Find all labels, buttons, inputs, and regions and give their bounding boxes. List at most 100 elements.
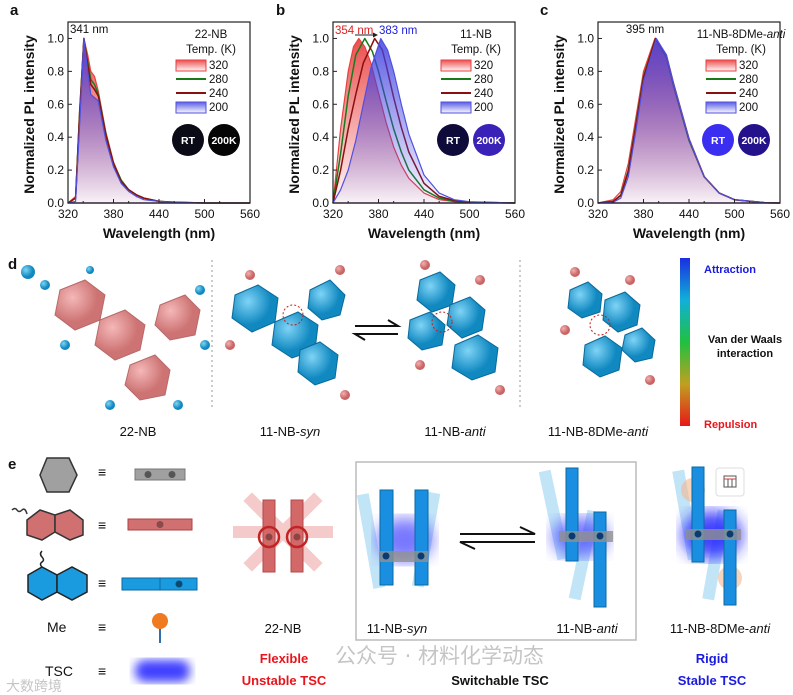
- x-tick-label: 320: [323, 207, 343, 221]
- legend-name: 11-NB-8DMe-: [697, 29, 767, 41]
- equilibrium-arrows-icon: [459, 526, 536, 550]
- watermark-right: 公众号 · 材料化学动态: [335, 644, 545, 668]
- molecule-22-nb: [21, 265, 210, 410]
- legend-temp-title: Temp. (K): [716, 44, 766, 56]
- caption-text: 22-NB: [264, 621, 302, 636]
- stable-tsc-label: Stable TSC: [677, 673, 747, 688]
- label-text: 22-NB: [119, 424, 157, 439]
- chart-11-nb: 320 380 440 500 560 0.0 0.2 0.4 0.6 0.8 1.0 Wavelen…: [286, 21, 525, 241]
- table-scan-icon[interactable]: [715, 467, 745, 497]
- legend-label-320: 320: [739, 60, 758, 72]
- caption-italic: anti: [596, 621, 618, 636]
- legend-name-italic: anti: [767, 29, 786, 41]
- legend-label-200: 200: [474, 102, 493, 114]
- caption-11-nb-syn: 11-NB-syn: [367, 621, 427, 636]
- legend-label-320: 320: [209, 60, 228, 72]
- caption-italic: syn: [406, 621, 428, 636]
- x-tick-label: 380: [368, 207, 388, 221]
- badge-label-rt: RT: [446, 135, 461, 147]
- legend-label-240: 240: [739, 88, 758, 100]
- watermark-left: 大数跨境: [6, 679, 62, 695]
- legend-label-280: 280: [209, 74, 228, 86]
- syn-conformer-icon: [356, 489, 441, 589]
- peak-annotation: 341 nm: [70, 24, 108, 36]
- badge-circle-200k: [473, 124, 505, 156]
- y-tick-label: 0.0: [577, 196, 594, 210]
- naphthalene-1-yl-icon: [27, 550, 88, 601]
- methyl-icon: [152, 613, 168, 643]
- y-tick-label: 0.0: [47, 196, 64, 210]
- x-axis-label: Wavelength (nm): [103, 225, 215, 241]
- colorbar-top-label: Attraction: [704, 264, 756, 276]
- y-axis-label: Normalized PL intensity: [21, 35, 37, 194]
- series-area-200: [332, 37, 516, 204]
- legend-label-240: 240: [209, 88, 228, 100]
- y-tick-label: 1.0: [47, 31, 64, 45]
- y-tick-label: 0.2: [47, 163, 64, 177]
- badge-label-200k: 200K: [211, 135, 237, 147]
- y-tick-label: 0.2: [312, 163, 329, 177]
- y-axis-label: Normalized PL intensity: [286, 35, 302, 194]
- x-tick-label: 440: [679, 207, 699, 221]
- legend-title: 11-NB: [460, 29, 492, 41]
- badge-circle-rt: [437, 124, 469, 156]
- badge-circle-200k: [738, 124, 770, 156]
- label-22-nb: 22-NB: [120, 424, 157, 439]
- legend-title: 22-NB: [195, 29, 228, 41]
- legend-swatch-200: [175, 101, 207, 114]
- molecule-11-nb-syn: [225, 265, 350, 400]
- shift-arrowhead-icon: [373, 32, 378, 38]
- equilibrium-arrows-icon: [351, 319, 402, 341]
- benzene-bar-icon: [134, 468, 186, 481]
- colorbar-bottom-label: Repulsion: [704, 419, 758, 431]
- legend-label-280: 280: [474, 74, 493, 86]
- legend-swatch-200: [705, 101, 737, 114]
- legend-label-200: 200: [209, 102, 228, 114]
- label-italic: anti: [464, 424, 486, 439]
- y-tick-label: 0.4: [312, 130, 329, 144]
- x-tick-label: 440: [149, 207, 169, 221]
- anti-conformer-icon: [538, 467, 613, 608]
- legend-label-240: 240: [474, 88, 493, 100]
- flexible-22-nb-icon: [233, 492, 333, 573]
- flexible-label: Flexible: [259, 651, 309, 666]
- x-axis-label: Wavelength (nm): [633, 225, 745, 241]
- caption-11-nb-8dme-anti: 11-NB-8DMe-anti: [670, 621, 770, 636]
- badge-label-200k: 200K: [741, 135, 767, 147]
- y-tick-label: 1.0: [577, 31, 594, 45]
- y-tick-label: 0.8: [47, 64, 64, 78]
- panel-label-c: c: [540, 2, 549, 19]
- molecule-11-nb-anti: [407, 260, 505, 395]
- x-tick-label: 380: [633, 207, 653, 221]
- legend-temp-title: Temp. (K): [451, 44, 501, 56]
- y-tick-label: 1.0: [312, 31, 329, 45]
- caption-text: 11-NB-: [556, 621, 597, 636]
- legend-me-label: Me: [47, 619, 67, 635]
- tsc-schematic: [11, 457, 745, 682]
- badge-label-rt: RT: [711, 135, 726, 147]
- y-tick-label: 0.6: [47, 97, 64, 111]
- label-italic: syn: [299, 424, 321, 439]
- equiv-sign: ≡: [98, 575, 107, 591]
- label-11-nb-8dme-anti: 11-NB-8DMe-anti: [548, 424, 648, 439]
- colorbar-middle-label: Van der Waals interaction: [707, 334, 783, 360]
- badge-circle-rt: [702, 124, 734, 156]
- legend-swatch-320: [175, 59, 207, 72]
- label-italic: anti: [627, 424, 649, 439]
- y-tick-label: 0.0: [312, 196, 329, 210]
- badge-label-rt: RT: [181, 135, 196, 147]
- caption-22-nb: 22-NB: [265, 621, 302, 636]
- peak-annotation: 383 nm: [379, 25, 417, 37]
- x-tick-label: 560: [505, 207, 525, 221]
- panel-label-e: e: [8, 456, 17, 473]
- chart-22-nb: 320 380 440 500 560 0.0 0.2 0.4 0.6 0.8 1.0 Wavelen…: [21, 21, 260, 241]
- y-tick-label: 0.4: [577, 130, 594, 144]
- 8dme-anti-conformer-icon: [672, 466, 742, 606]
- y-axis-label: Normalized PL intensity: [551, 35, 567, 194]
- legend-label-200: 200: [739, 102, 758, 114]
- x-tick-label: 380: [103, 207, 123, 221]
- y-tick-label: 0.8: [577, 64, 594, 78]
- switchable-box: [355, 461, 637, 641]
- caption-text: 11-NB-8DMe-: [669, 621, 750, 636]
